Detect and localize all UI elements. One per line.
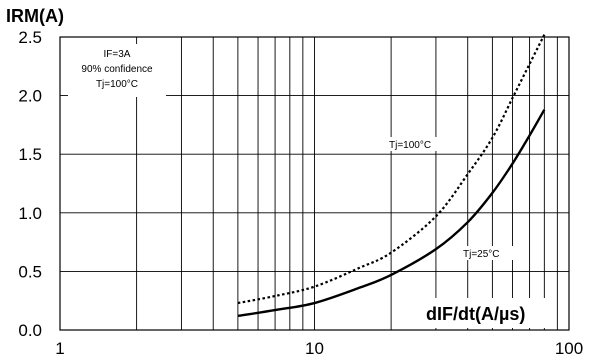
- annotation-if: IF=3A: [104, 49, 131, 60]
- series-label-tj25: Tj=25°C: [463, 249, 500, 260]
- plot-frame: [59, 36, 570, 331]
- series-line-0: [237, 34, 546, 305]
- annotation-confidence: 90% confidence: [81, 64, 153, 75]
- conditions-box: IF=3A 90% confidence Tj=100°C: [68, 44, 166, 97]
- series-lines: [237, 34, 546, 318]
- y-tick-label: 0.0: [18, 321, 42, 340]
- x-tick-label: 100: [555, 339, 583, 358]
- x-axis-title: dIF/dt(A/µs): [426, 304, 525, 324]
- y-axis-title: IRM(A): [6, 6, 64, 26]
- y-tick-label: 0.5: [18, 262, 42, 281]
- y-tick-label: 1.5: [18, 145, 42, 164]
- label-tj100-box: Tj=100°C: [386, 137, 458, 151]
- y-tick-label: 1.0: [18, 204, 42, 223]
- y-tick-label: 2.5: [18, 28, 42, 47]
- x-tick-label: 1: [55, 339, 64, 358]
- x-tick-label: 10: [305, 339, 324, 358]
- annotation-tj: Tj=100°C: [96, 79, 138, 90]
- series-label-tj100: Tj=100°C: [389, 140, 431, 151]
- y-tick-labels: 0.0 0.5 1.0 1.5 2.0 2.5: [18, 28, 42, 340]
- label-tj25-box: Tj=25°C: [460, 246, 520, 260]
- x-tick-labels: 1 10 100: [55, 339, 583, 358]
- series-line-1: [237, 109, 546, 318]
- x-axis-title-box: dIF/dt(A/µs): [420, 298, 548, 328]
- y-tick-label: 2.0: [18, 87, 42, 106]
